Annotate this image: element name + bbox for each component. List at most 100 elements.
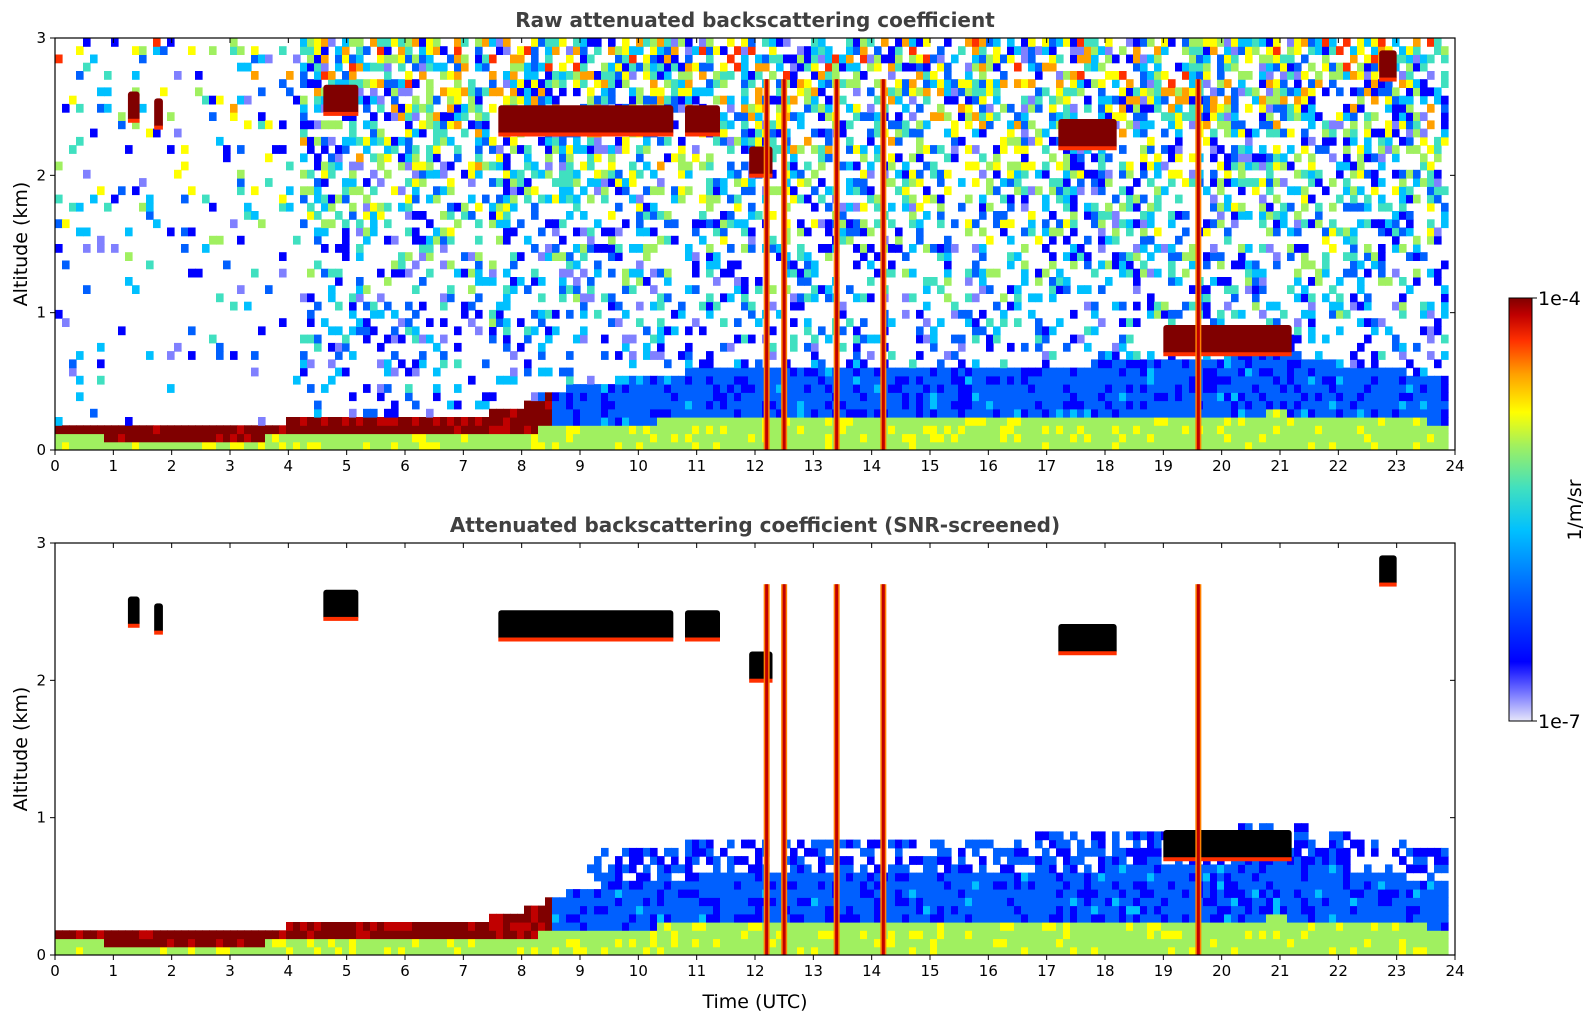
heatmap-cell: [853, 425, 861, 435]
heatmap-cell: [741, 46, 749, 55]
heatmap-cell: [1112, 359, 1120, 369]
heatmap-cell: [293, 95, 301, 105]
heatmap-cell: [342, 178, 350, 187]
heatmap-cell: [1434, 95, 1442, 105]
heatmap-cell: [377, 103, 385, 113]
heatmap-cell: [678, 309, 686, 319]
heatmap-cell: [608, 95, 616, 105]
heatmap-cell: [1301, 128, 1309, 138]
heatmap-cell: [377, 433, 385, 443]
heatmap-cell: [1357, 277, 1365, 286]
heatmap-cell: [979, 120, 987, 130]
heatmap-cell: [727, 408, 735, 418]
heatmap-cell: [1189, 120, 1197, 130]
heatmap-cell: [734, 46, 742, 55]
heatmap-cell: [1315, 417, 1323, 426]
heatmap-cell: [587, 441, 595, 450]
heatmap-cell: [314, 227, 322, 237]
heatmap-cell: [1238, 375, 1246, 385]
heatmap-cell: [1427, 441, 1435, 450]
heatmap-cell: [811, 384, 819, 393]
heatmap-cell: [202, 441, 210, 450]
heatmap-cell: [1315, 367, 1323, 377]
heatmap-cell: [825, 425, 833, 435]
heatmap-cell: [608, 178, 616, 187]
heatmap-cell: [1273, 425, 1281, 435]
heatmap-cell: [517, 318, 525, 327]
heatmap-cell: [1280, 309, 1288, 319]
heatmap-cell: [524, 408, 532, 418]
heatmap-cell: [1231, 54, 1239, 64]
heatmap-cell: [1154, 301, 1162, 311]
heatmap-cell: [811, 285, 819, 294]
heatmap-cell: [202, 425, 210, 435]
heatmap-cell: [468, 120, 476, 130]
heatmap-cell: [1231, 384, 1239, 393]
heatmap-cell: [1266, 400, 1274, 410]
heatmap-cell: [944, 128, 952, 138]
heatmap-cell: [251, 71, 259, 80]
heatmap-cell: [664, 54, 672, 64]
heatmap-cell: [951, 95, 959, 105]
heatmap-cell: [860, 219, 868, 229]
heatmap-cell: [377, 161, 385, 171]
heatmap-cell: [1280, 384, 1288, 393]
heatmap-cell: [909, 87, 917, 97]
heatmap-cell: [1119, 367, 1127, 377]
heatmap-cell: [1231, 433, 1239, 443]
heatmap-cell: [706, 309, 714, 319]
heatmap-cell: [447, 71, 455, 80]
heatmap-cell: [1105, 235, 1113, 245]
heatmap-cell: [1273, 62, 1281, 72]
heatmap-cell: [986, 112, 994, 121]
heatmap-cell: [951, 301, 959, 311]
heatmap-cell: [902, 425, 910, 435]
heatmap-cell: [1287, 103, 1295, 113]
heatmap-cell: [734, 112, 742, 121]
heatmap-cell: [734, 277, 742, 286]
heatmap-cell: [741, 227, 749, 237]
heatmap-cell: [377, 79, 385, 88]
heatmap-cell: [1175, 235, 1183, 245]
heatmap-cell: [195, 71, 203, 80]
heatmap-cell: [314, 441, 322, 450]
heatmap-cell: [62, 425, 70, 435]
heatmap-cell: [818, 375, 826, 385]
heatmap-cell: [426, 334, 434, 344]
heatmap-cell: [1308, 367, 1316, 377]
heatmap-cell: [1273, 417, 1281, 426]
heatmap-cell: [650, 54, 658, 64]
heatmap-cell: [454, 342, 462, 352]
heatmap-cell: [1007, 46, 1015, 55]
heatmap-cell: [405, 268, 413, 278]
heatmap-cell: [1084, 235, 1092, 245]
heatmap-cell: [510, 87, 518, 97]
heatmap-cell: [1070, 161, 1078, 171]
heatmap-cell: [699, 211, 707, 220]
heatmap-cell: [405, 202, 413, 212]
heatmap-cell: [930, 244, 938, 253]
heatmap-cell: [1427, 375, 1435, 385]
heatmap-cell: [1245, 128, 1253, 138]
heatmap-cell: [615, 400, 623, 410]
heatmap-cell: [524, 46, 532, 55]
heatmap-cell: [972, 244, 980, 253]
heatmap-cell: [419, 433, 427, 443]
heatmap-cell: [1210, 95, 1218, 105]
heatmap-cell: [580, 309, 588, 319]
heatmap-cell: [1392, 169, 1400, 179]
heatmap-cell: [531, 169, 539, 179]
heatmap-cell: [1007, 285, 1015, 294]
heatmap-cell: [1259, 359, 1267, 369]
heatmap-cell: [776, 79, 784, 88]
heatmap-cell: [447, 161, 455, 171]
heatmap-cell: [1427, 202, 1435, 212]
heatmap-cell: [769, 95, 777, 105]
heatmap-cell: [377, 178, 385, 187]
heatmap-cell: [1224, 112, 1232, 121]
heatmap-cell: [832, 54, 840, 64]
heatmap-cell: [524, 417, 532, 426]
heatmap-cell: [426, 95, 434, 105]
heatmap-cell: [1245, 87, 1253, 97]
heatmap-cell: [1168, 359, 1176, 369]
